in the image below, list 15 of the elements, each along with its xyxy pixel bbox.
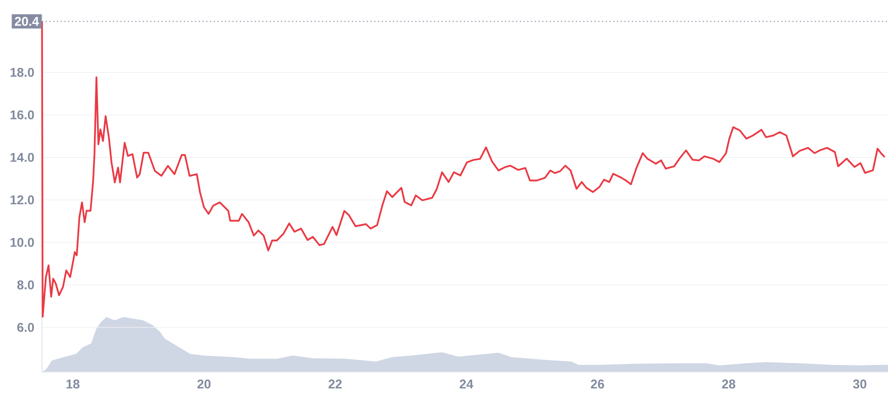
y-tick-label: 12.0 [10,195,34,204]
y-tick-label: 14.0 [10,152,34,162]
y-tick-label: 18.0 [10,68,34,77]
ref-line-label: 20.4 [14,16,40,26]
y-tick-label: 6.0 [17,322,34,332]
x-tick-label: 24 [460,380,474,388]
y-tick-label: 16.0 [10,110,34,120]
x-tick-label: 20 [197,380,211,389]
x-tick-label: 30 [853,380,866,389]
y-tick-label: 8.0 [17,280,34,290]
x-tick-label: 26 [590,380,604,389]
x-tick-label: 18 [66,380,80,389]
x-tick-label: 22 [328,380,342,388]
x-tick-label: 28 [722,380,736,389]
y-tick-label: 10.0 [10,238,34,247]
